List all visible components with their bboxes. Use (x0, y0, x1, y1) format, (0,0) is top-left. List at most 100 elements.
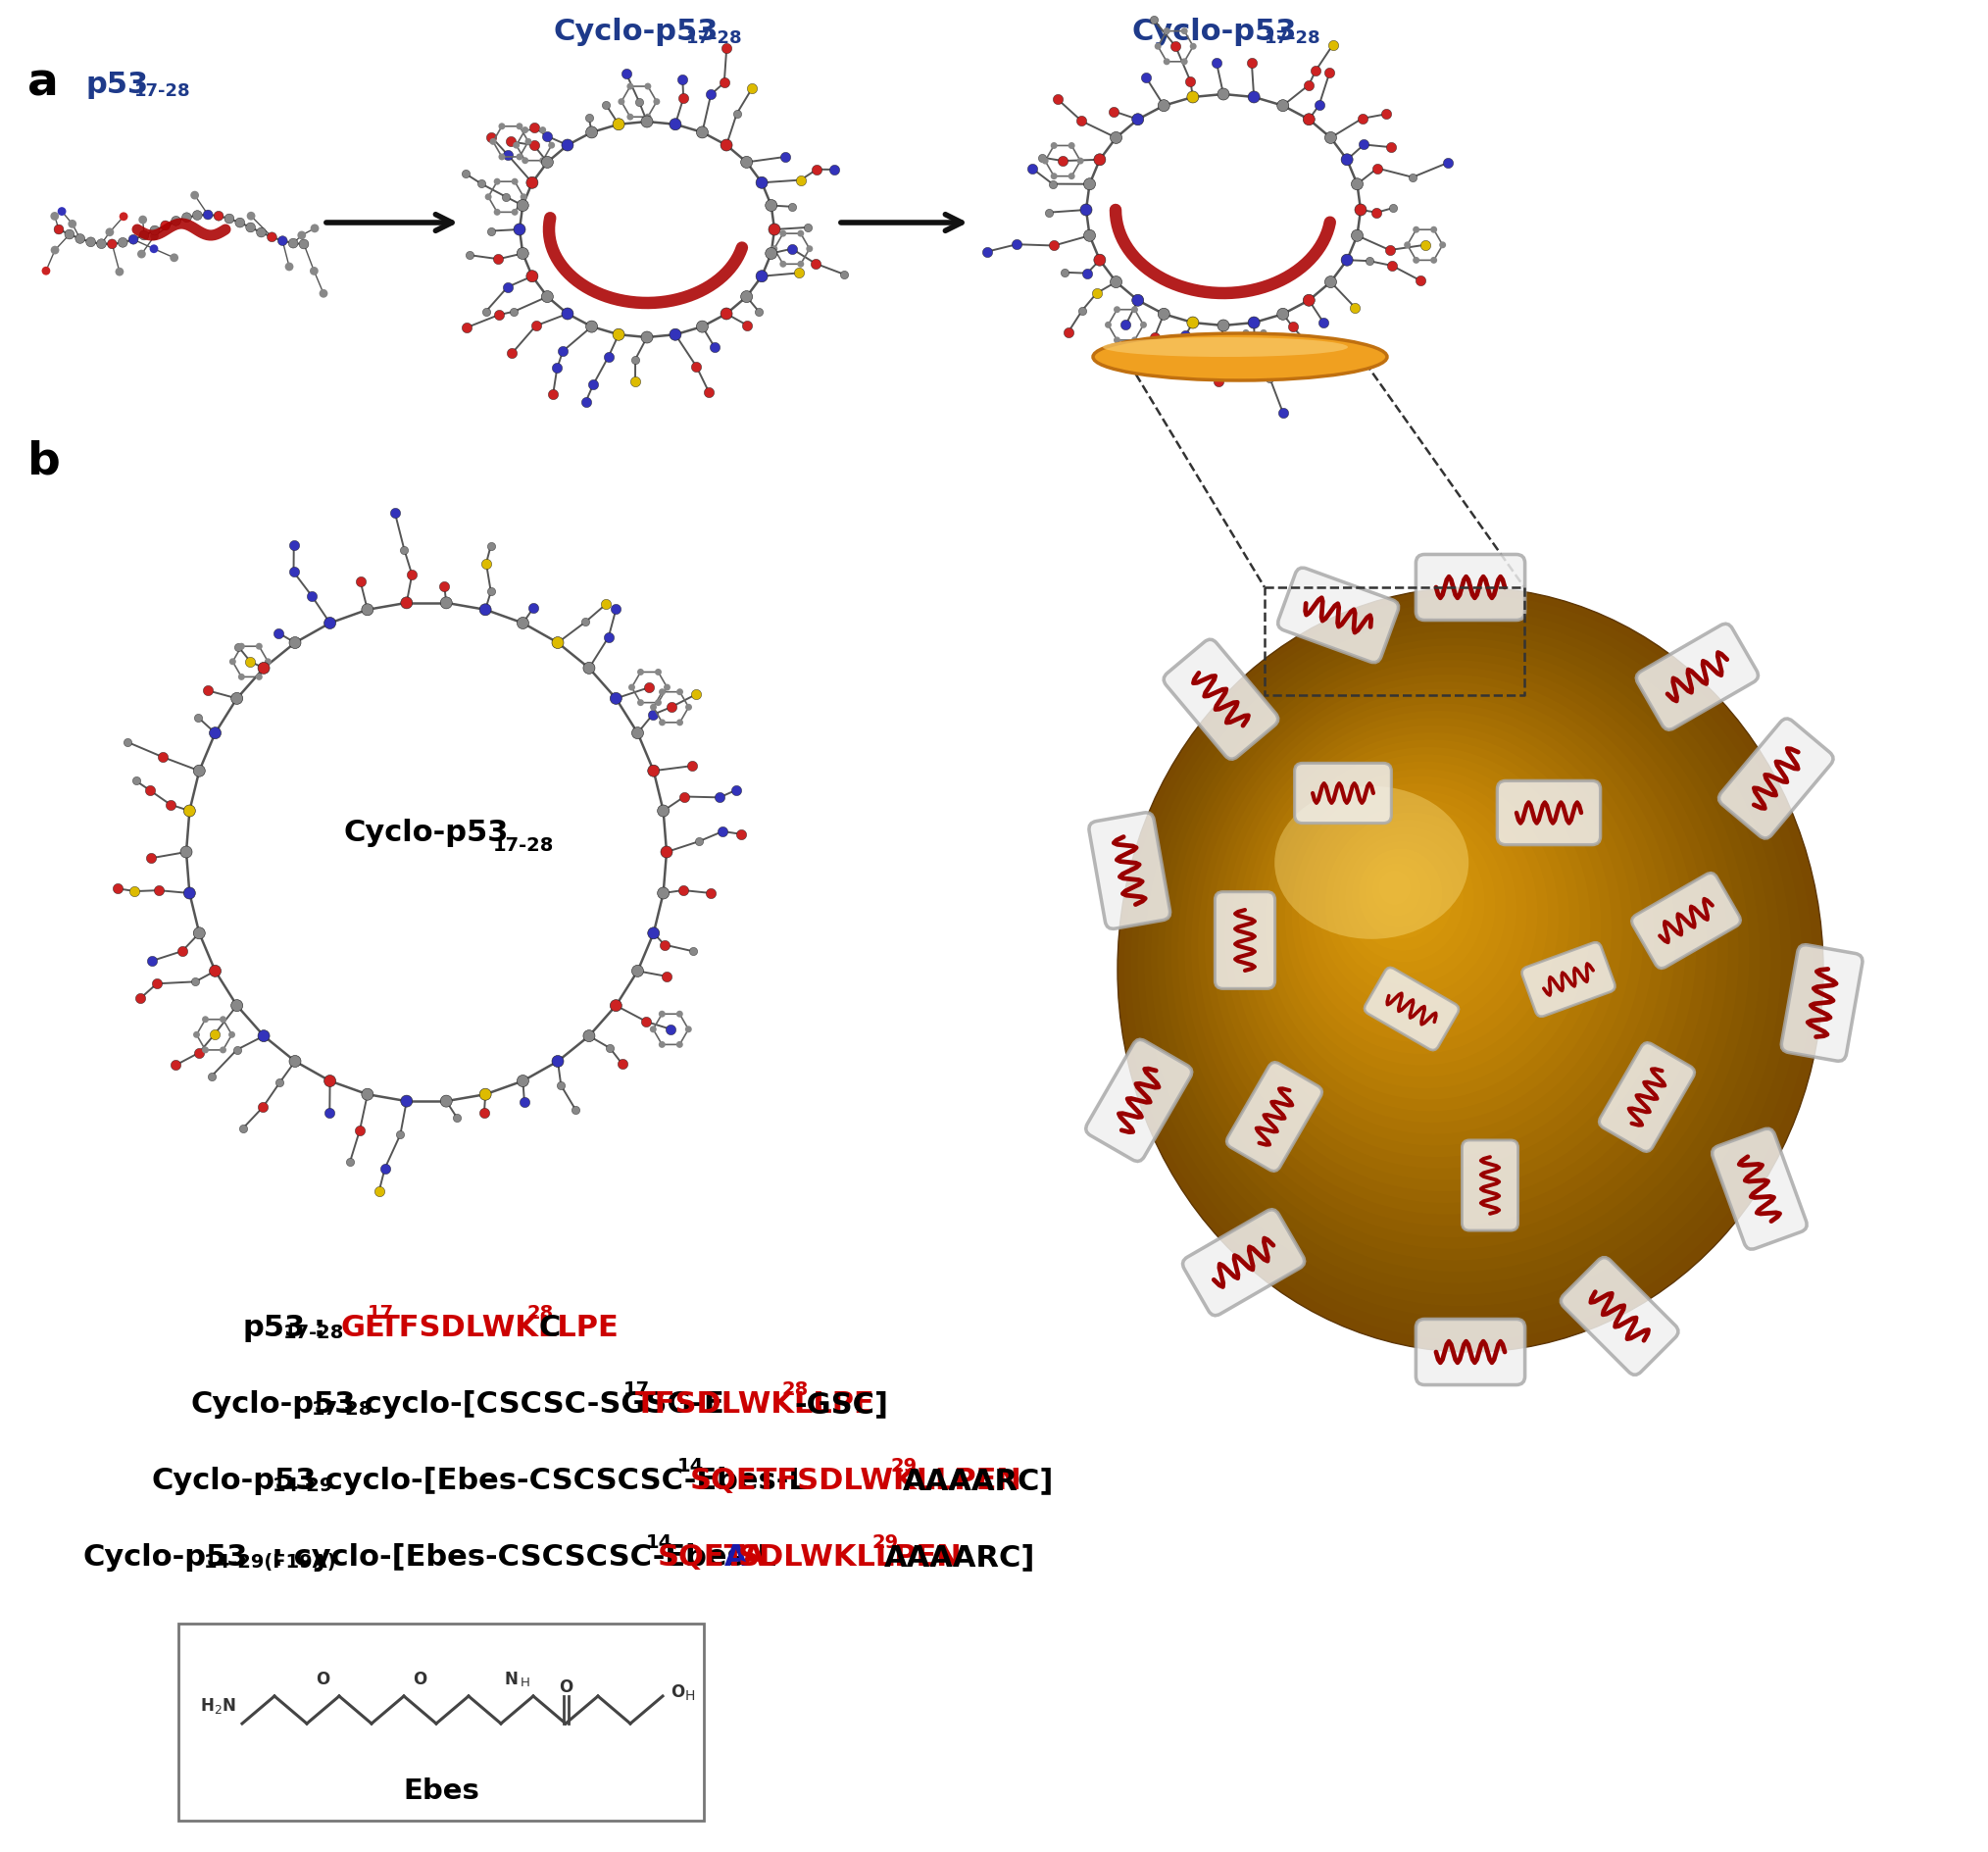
Point (119, 878, 151, 907)
Point (757, 235, 789, 265)
Text: A: A (724, 1543, 747, 1570)
Point (278, 230, 310, 259)
Point (1115, 348, 1147, 378)
Point (799, 250, 831, 280)
Point (527, 117, 559, 146)
Point (1121, 106, 1153, 135)
Point (660, 111, 692, 141)
Point (213, 206, 245, 235)
Point (1316, 31, 1348, 61)
Point (1314, 269, 1346, 298)
Point (56, 209, 87, 239)
Point (720, 776, 751, 806)
Point (1091, 311, 1123, 341)
Point (678, 937, 710, 967)
Point (630, 324, 662, 354)
Point (696, 81, 728, 111)
Ellipse shape (1117, 587, 1823, 1352)
Ellipse shape (1352, 843, 1453, 950)
FancyBboxPatch shape (1415, 556, 1525, 620)
Point (314, 1098, 346, 1128)
Point (334, 1148, 366, 1178)
Point (646, 1030, 678, 1059)
Point (1362, 198, 1394, 228)
Point (1205, 328, 1237, 357)
Point (1254, 365, 1286, 394)
Point (632, 72, 664, 102)
Point (288, 230, 320, 259)
Ellipse shape (1239, 719, 1632, 1146)
Point (453, 241, 485, 270)
Point (1083, 246, 1115, 276)
Point (656, 693, 688, 722)
Point (344, 567, 376, 596)
Point (543, 628, 575, 657)
Point (1038, 131, 1070, 161)
Text: 17: 17 (622, 1380, 650, 1398)
Point (732, 311, 763, 341)
Point (650, 837, 682, 867)
Point (632, 104, 664, 133)
FancyBboxPatch shape (1461, 1141, 1519, 1232)
Ellipse shape (1117, 587, 1823, 1352)
Point (642, 657, 674, 687)
Point (243, 663, 274, 693)
Point (429, 589, 461, 619)
Point (614, 104, 646, 133)
Point (1231, 350, 1262, 380)
Point (189, 1006, 221, 1035)
Text: Cyclo-p53: Cyclo-p53 (83, 1543, 248, 1570)
Point (622, 957, 654, 987)
Point (708, 817, 740, 846)
Ellipse shape (1185, 661, 1718, 1237)
Point (668, 782, 700, 811)
Point (638, 693, 670, 722)
Point (1332, 146, 1364, 176)
Point (380, 498, 412, 528)
Point (495, 128, 527, 157)
Point (507, 609, 539, 639)
Ellipse shape (1298, 783, 1537, 1043)
Point (1072, 259, 1103, 289)
Point (64, 224, 95, 254)
Text: 17: 17 (368, 1304, 394, 1322)
Text: GE: GE (340, 1313, 386, 1341)
Point (314, 609, 346, 639)
Text: H: H (686, 1689, 696, 1702)
Point (547, 337, 579, 367)
Point (668, 83, 700, 113)
Text: SQETA: SQETA (658, 1543, 765, 1570)
Ellipse shape (1219, 696, 1664, 1180)
Point (1288, 326, 1320, 356)
Point (602, 111, 634, 141)
Point (183, 919, 215, 948)
Point (46, 198, 78, 228)
Ellipse shape (1157, 632, 1759, 1283)
Point (384, 1120, 415, 1150)
Ellipse shape (1103, 339, 1348, 357)
Ellipse shape (1191, 669, 1708, 1226)
Point (352, 596, 384, 626)
Point (1266, 300, 1298, 330)
Text: 2: 2 (213, 1704, 221, 1717)
Point (266, 226, 298, 256)
Point (167, 937, 199, 967)
Point (507, 191, 539, 220)
Point (755, 239, 787, 269)
Point (1097, 98, 1129, 128)
Point (344, 1115, 376, 1145)
Point (600, 991, 632, 1020)
Point (278, 557, 310, 587)
Point (692, 378, 724, 407)
Point (370, 1154, 402, 1183)
Point (1292, 106, 1324, 135)
Point (1056, 163, 1087, 193)
Point (817, 156, 849, 185)
Point (183, 704, 215, 733)
Point (173, 796, 205, 826)
Point (471, 550, 503, 580)
FancyBboxPatch shape (1781, 945, 1863, 1061)
Point (248, 1022, 280, 1052)
Point (672, 1015, 704, 1045)
Point (1266, 93, 1298, 122)
